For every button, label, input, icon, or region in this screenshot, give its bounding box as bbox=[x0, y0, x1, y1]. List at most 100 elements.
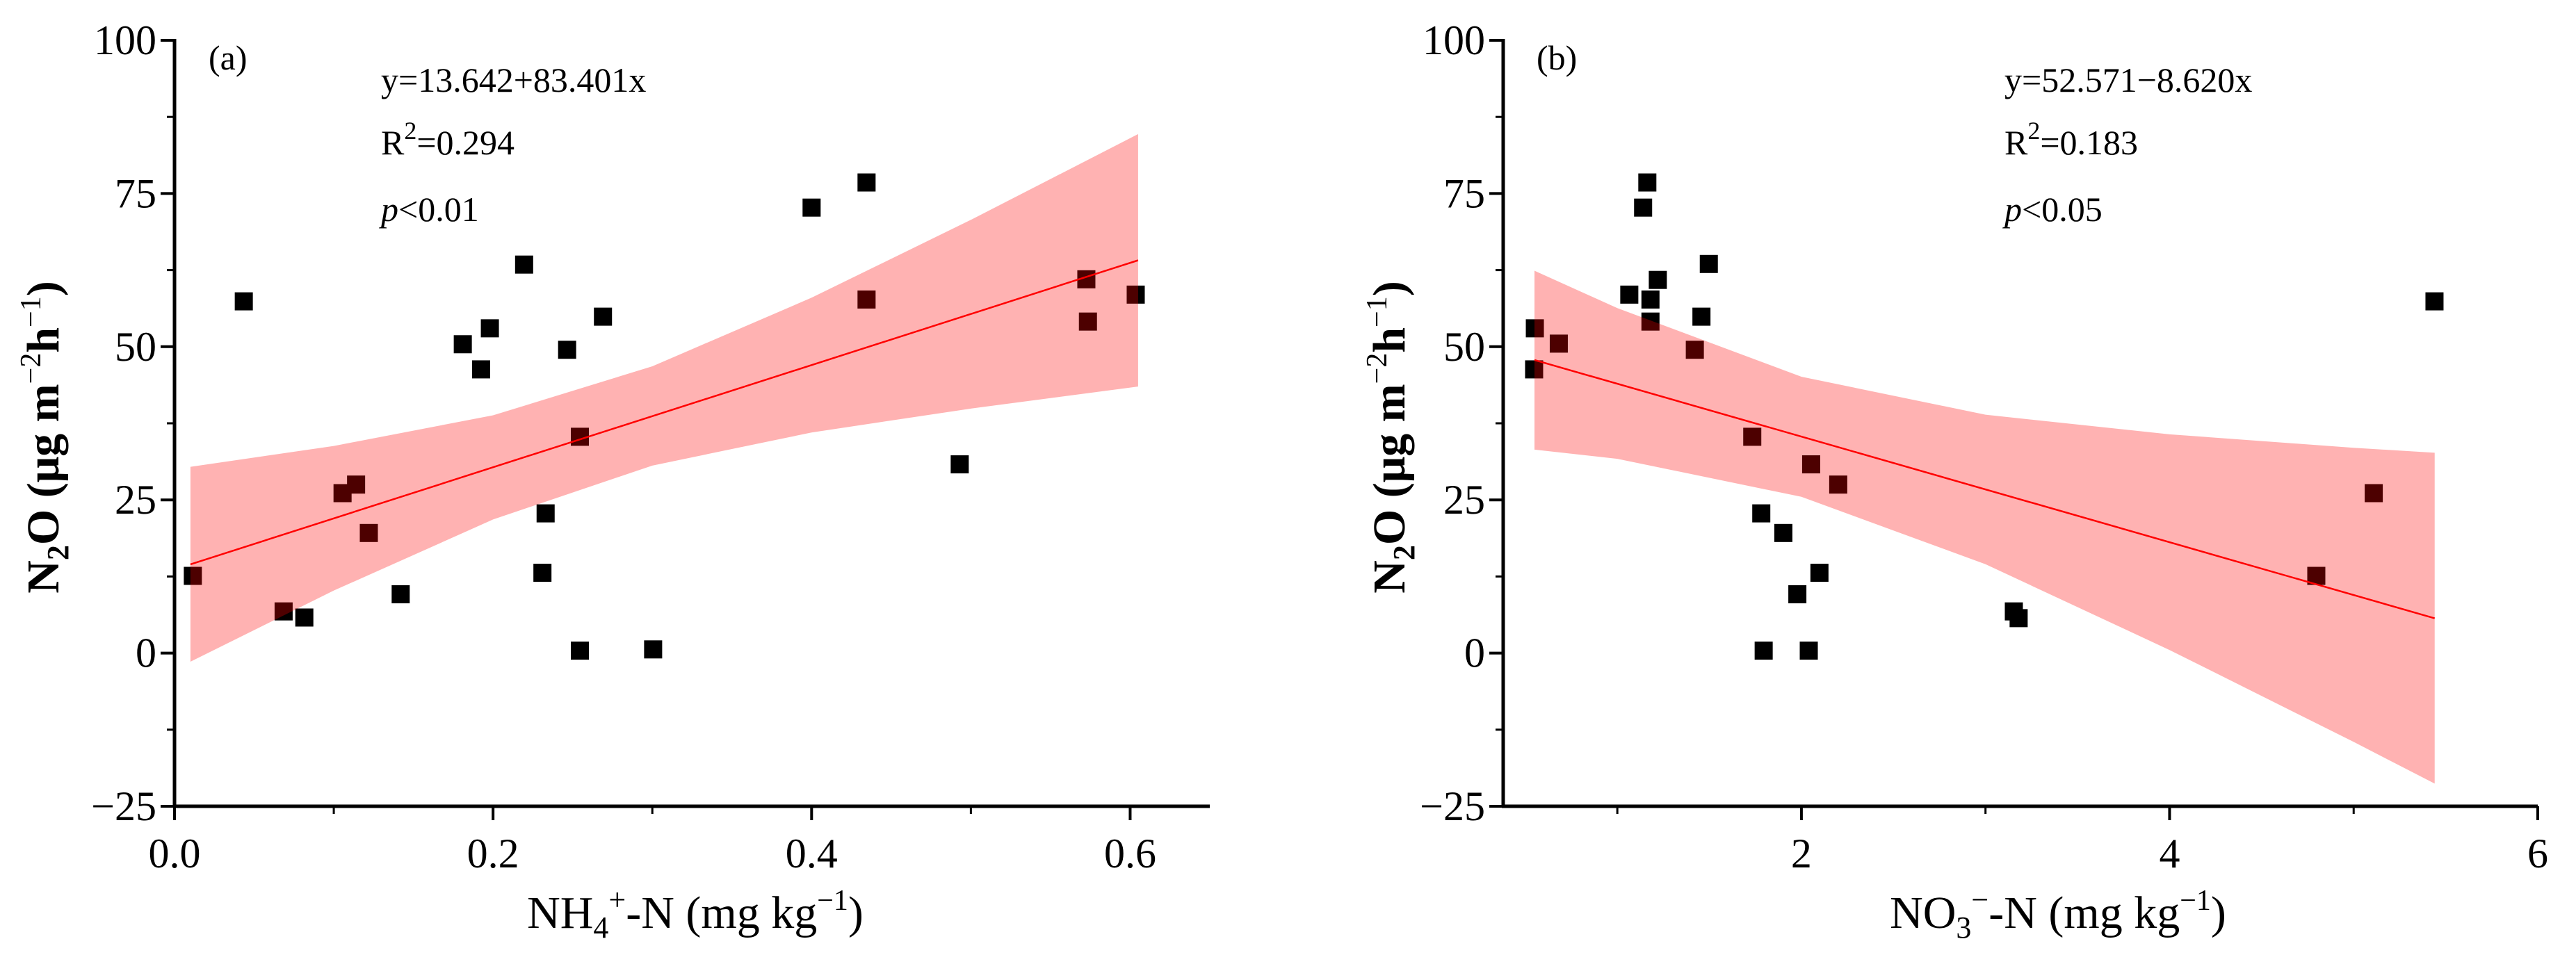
data-point bbox=[1774, 523, 1792, 542]
y-tick-label: 75 bbox=[1443, 170, 1485, 216]
data-point bbox=[1078, 312, 1097, 331]
fit-line bbox=[190, 259, 1139, 566]
y-label-sup1: −2 bbox=[15, 353, 47, 384]
data-point bbox=[533, 564, 552, 582]
data-point bbox=[1638, 173, 1657, 192]
x-label-close: ) bbox=[2211, 888, 2226, 938]
data-point bbox=[1829, 475, 1847, 494]
y-label-sup1: −2 bbox=[1361, 353, 1393, 384]
y-tick-label: 100 bbox=[1423, 17, 1485, 63]
y-label-sub: 2 bbox=[1387, 545, 1421, 560]
data-point bbox=[1126, 285, 1145, 304]
data-point bbox=[453, 335, 472, 354]
data-point bbox=[1620, 285, 1639, 304]
y-tick-label: 75 bbox=[115, 170, 156, 216]
data-point bbox=[594, 307, 613, 326]
y-tick-label: 50 bbox=[115, 324, 156, 370]
r2-superscript: 2 bbox=[404, 117, 416, 145]
x-label-main: NH bbox=[527, 888, 593, 938]
p-label: p bbox=[2002, 190, 2022, 229]
y-label-sup2: −1 bbox=[15, 296, 47, 327]
data-point bbox=[2425, 292, 2444, 311]
r2-value: =0.183 bbox=[2040, 123, 2138, 162]
data-point bbox=[1699, 254, 1718, 273]
r-squared: R2=0.294 bbox=[381, 117, 515, 162]
y-axis-label: N2O (μg m−2h−1) bbox=[1361, 281, 1421, 593]
panel-a: −25 0 25 50 75 100 0.0 0.2 0.4 0.6 (a) y=13.642+83.… bbox=[15, 17, 1210, 945]
p-value: p<0.01 bbox=[379, 190, 479, 229]
y-label-sub: 2 bbox=[41, 545, 75, 560]
data-point bbox=[1788, 585, 1807, 603]
x-label-unit-sup: −1 bbox=[2180, 885, 2211, 917]
y-label-mid: h bbox=[18, 327, 69, 353]
y-label-rest: O (μg m bbox=[18, 384, 69, 545]
r2-label: R bbox=[2004, 123, 2028, 162]
p-value-text: <0.05 bbox=[2022, 190, 2103, 229]
y-label-close: ) bbox=[18, 281, 69, 296]
x-tick-label: 0.0 bbox=[149, 831, 201, 876]
x-label-unit-sup: −1 bbox=[817, 885, 848, 917]
data-point bbox=[1752, 504, 1771, 523]
data-point bbox=[471, 360, 490, 379]
data-point bbox=[295, 608, 314, 627]
data-point bbox=[515, 255, 533, 274]
data-point bbox=[857, 173, 876, 192]
data-point bbox=[1685, 341, 1704, 359]
confidence-band bbox=[190, 133, 1138, 662]
panel-label: (b) bbox=[1537, 38, 1577, 77]
data-point bbox=[1634, 198, 1653, 217]
data-point bbox=[184, 566, 202, 585]
data-point bbox=[1692, 307, 1711, 326]
x-label-rest: -N (mg kg bbox=[626, 888, 817, 938]
x-axis-label: NO3−-N (mg kg−1) bbox=[1890, 883, 2226, 945]
data-point bbox=[1549, 334, 1568, 353]
data-point bbox=[1525, 360, 1544, 379]
confidence-band bbox=[1534, 270, 2435, 784]
data-point bbox=[234, 292, 253, 311]
x-tick-label: 6 bbox=[2527, 831, 2548, 876]
data-point bbox=[480, 319, 499, 338]
data-point bbox=[1641, 290, 1660, 309]
r2-superscript: 2 bbox=[2027, 117, 2040, 145]
r-squared: R2=0.183 bbox=[2004, 117, 2138, 162]
x-tick-label: 0.4 bbox=[786, 831, 838, 876]
y-tick-label: −25 bbox=[1420, 783, 1485, 829]
data-point bbox=[536, 504, 555, 523]
regression-equation: y=13.642+83.401x bbox=[381, 60, 646, 99]
x-tick-label: 4 bbox=[2159, 831, 2180, 876]
x-tick-label: 0.6 bbox=[1104, 831, 1156, 876]
p-value: p<0.05 bbox=[2002, 190, 2103, 229]
regression-equation: y=52.571−8.620x bbox=[2004, 60, 2252, 99]
data-point bbox=[1810, 564, 1829, 582]
panel-label: (a) bbox=[209, 38, 248, 77]
data-point bbox=[558, 341, 576, 359]
x-tick-label: 0.2 bbox=[467, 831, 519, 876]
data-point bbox=[1649, 270, 1667, 289]
x-label-sub: 3 bbox=[1956, 911, 1971, 945]
data-point bbox=[950, 455, 969, 474]
y-tick-label: −25 bbox=[91, 783, 156, 829]
x-label-main: NO bbox=[1890, 888, 1956, 938]
y-label-main: N bbox=[1364, 560, 1415, 594]
x-axis-label: NH4+-N (mg kg−1) bbox=[527, 883, 864, 945]
data-point bbox=[644, 640, 663, 659]
data-point bbox=[802, 198, 821, 217]
data-point bbox=[274, 602, 293, 621]
y-label-sup2: −1 bbox=[1361, 296, 1393, 327]
y-tick-label: 25 bbox=[1443, 477, 1485, 523]
data-point bbox=[1799, 642, 1818, 660]
r2-label: R bbox=[381, 123, 405, 162]
fit-line bbox=[1534, 359, 2436, 619]
p-label: p bbox=[379, 190, 398, 229]
y-tick-label: 0 bbox=[136, 630, 156, 676]
y-label-main: N bbox=[18, 560, 69, 594]
y-label-close: ) bbox=[1364, 281, 1415, 296]
x-label-close: ) bbox=[848, 888, 864, 938]
y-label-rest: O (μg m bbox=[1364, 384, 1415, 545]
y-label-mid: h bbox=[1364, 327, 1415, 353]
y-tick-label: 50 bbox=[1443, 324, 1485, 370]
data-point bbox=[2009, 609, 2028, 628]
data-point bbox=[391, 585, 410, 603]
x-label-sup: − bbox=[1971, 883, 1988, 917]
